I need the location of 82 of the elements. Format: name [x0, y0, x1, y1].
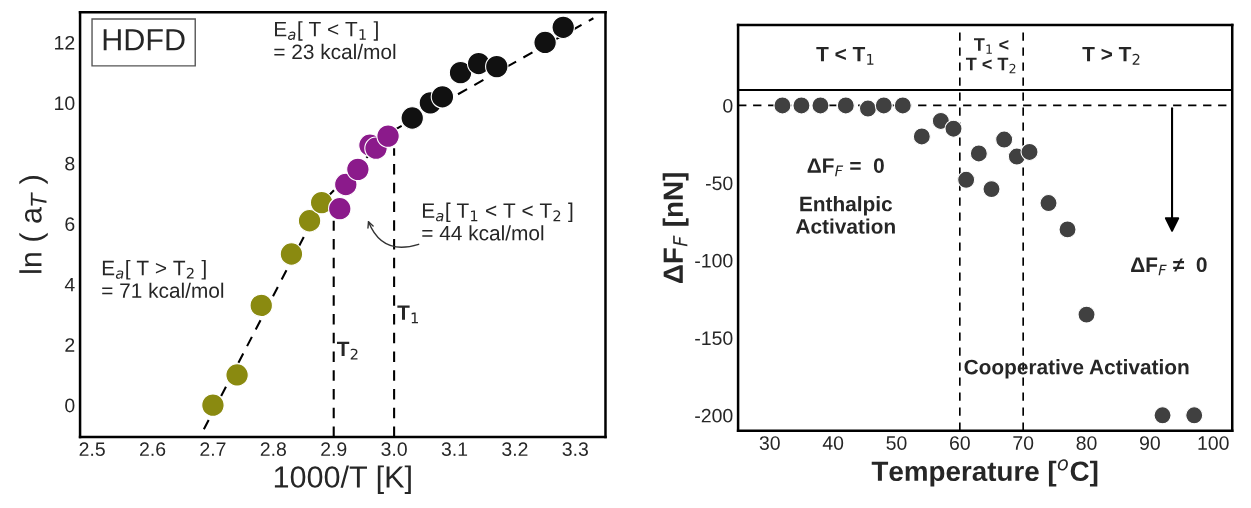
annotation: ΔF$_{F}$ = 0 — [807, 158, 884, 177]
annotation: T < T$_{1}$ — [816, 46, 874, 65]
y-tick-label: -150 — [695, 331, 733, 346]
point — [485, 54, 509, 79]
point — [346, 157, 370, 182]
y-tick-label: -50 — [705, 176, 733, 191]
x-tick-label: 80 — [1076, 436, 1097, 450]
x-tick-label: 3.3 — [562, 442, 588, 457]
annotation: Enthalpic Activation — [795, 196, 895, 234]
x-axis-title: Temperature [$^{o}$C] — [871, 459, 1098, 487]
point — [858, 99, 878, 118]
y-tick-label: 6 — [65, 217, 75, 232]
x-tick-label: 100 — [1198, 436, 1229, 450]
point — [969, 144, 988, 163]
y-axis-title: ln ( a$_{T}$ ) — [19, 176, 48, 273]
point — [792, 96, 811, 115]
annotation: Cooperative Activation — [964, 359, 1189, 379]
point — [982, 180, 1001, 199]
point — [328, 196, 352, 221]
y-tick-label: 2 — [65, 338, 75, 352]
point — [309, 190, 334, 215]
x-tick-label: 2.9 — [321, 442, 347, 457]
annotation: T$_{1}$ < T < T$_{2}$ — [965, 38, 1016, 74]
point — [297, 209, 322, 233]
point — [773, 96, 792, 115]
point — [893, 96, 912, 115]
point — [944, 119, 963, 138]
point — [551, 15, 575, 40]
point — [1077, 305, 1096, 324]
y-axis-title: ΔF$_{F}$ [nN] — [662, 173, 689, 283]
y-tick-label: 4 — [64, 277, 75, 292]
x-tick-label: 2.6 — [140, 442, 166, 457]
point — [1185, 406, 1204, 425]
annotation: T > T$_{2}$ — [1082, 46, 1140, 65]
x-tick-label: 3.0 — [381, 442, 407, 457]
point — [811, 96, 830, 115]
point — [400, 106, 424, 130]
point — [1039, 193, 1058, 213]
y-tick-label: 8 — [65, 156, 75, 171]
annotation: T$_{2}$ — [336, 341, 358, 360]
point — [912, 127, 931, 146]
y-tick-label: 12 — [55, 35, 75, 50]
x-tick-label: 2.7 — [200, 442, 226, 456]
x-tick-label: 2.5 — [79, 442, 105, 457]
point — [201, 393, 225, 417]
annotation: HDFD — [103, 29, 185, 51]
x-tick-label: 90 — [1139, 436, 1160, 450]
y-tick-label: -100 — [695, 253, 733, 268]
point — [430, 85, 455, 109]
x-tick-label: 60 — [950, 436, 970, 450]
x-tick-label: 30 — [759, 436, 780, 450]
x-tick-label: 70 — [1013, 436, 1034, 450]
text: E$_{a}$[ T$_{1}$ < T < T$_{2}$ ] = 44 kcal/mol — [422, 202, 573, 241]
point — [249, 293, 273, 318]
point — [957, 170, 976, 189]
point — [836, 96, 855, 115]
annotation: E$_{a}$[ T < T$_{1}$ ] = 23 kcal/mol — [274, 21, 396, 60]
annotation: E$_{a}$[ T > T$_{2}$ ] = 71 kcal/mol — [102, 260, 224, 298]
x-tick-label: 50 — [886, 436, 907, 450]
point — [1153, 406, 1172, 425]
point — [995, 130, 1014, 149]
point — [376, 124, 400, 148]
x-tick-label: 2.8 — [260, 442, 286, 457]
point — [931, 111, 950, 131]
point — [874, 96, 893, 115]
y-tick-label: 0 — [65, 398, 75, 413]
annotation: T$_{1}$ — [397, 305, 418, 324]
y-tick-label: 10 — [55, 96, 75, 111]
x-tick-label: 3.2 — [502, 442, 528, 457]
point — [533, 30, 557, 55]
point — [225, 363, 249, 387]
y-tick-label: 0 — [723, 98, 733, 113]
point — [1020, 142, 1039, 161]
x-tick-label: 3.1 — [441, 442, 468, 457]
x-axis-title: 1000/T [K] — [274, 465, 411, 494]
y-tick-label: -200 — [695, 408, 733, 423]
point — [448, 60, 473, 85]
annotation: ΔF$_{F}$ ≠ 0 — [1131, 257, 1207, 276]
point — [334, 172, 358, 197]
x-tick-label: 40 — [822, 436, 844, 450]
point — [279, 242, 304, 266]
point — [1058, 220, 1077, 239]
